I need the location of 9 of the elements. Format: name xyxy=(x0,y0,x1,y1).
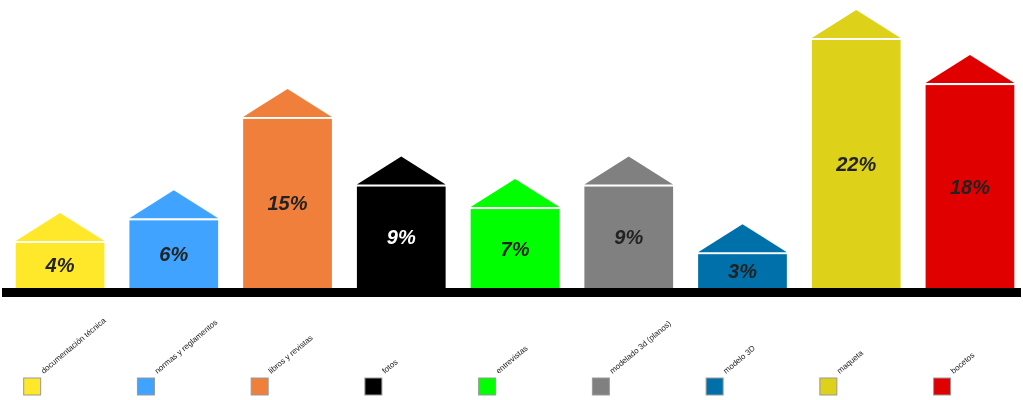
data-label: 18% xyxy=(949,175,991,198)
data-label: 6% xyxy=(159,243,189,266)
data-label: 22% xyxy=(835,153,877,175)
data-label: 7% xyxy=(500,237,530,260)
data-label: 9% xyxy=(386,226,416,249)
data-label: 15% xyxy=(267,192,308,215)
data-label: 4% xyxy=(44,254,75,277)
data-label: 3% xyxy=(728,260,758,283)
data-label: 9% xyxy=(614,226,644,249)
